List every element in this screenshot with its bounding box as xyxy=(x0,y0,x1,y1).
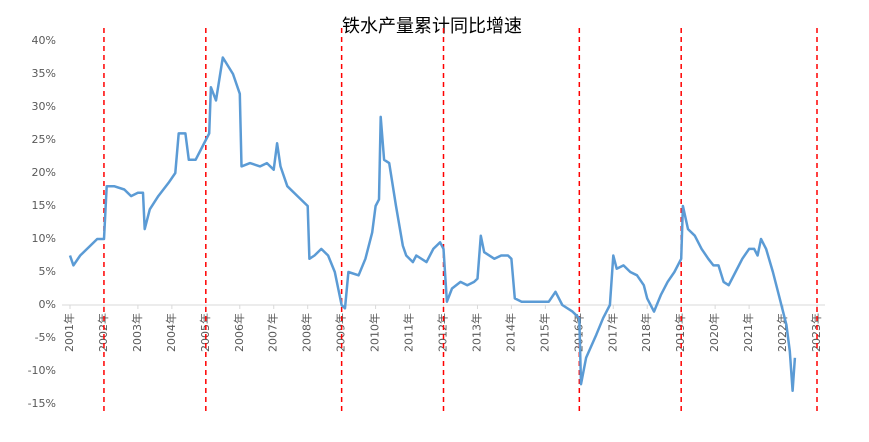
x-tick-label: 2013年 xyxy=(469,313,483,352)
x-tick-label: 2002年 xyxy=(96,313,110,352)
y-tick-label: 40% xyxy=(32,34,56,47)
line-series xyxy=(68,56,797,393)
y-tick-label: -15% xyxy=(28,397,56,410)
x-tick-label: 2012年 xyxy=(436,313,450,352)
x-tick-label: 2009年 xyxy=(334,313,348,352)
x-tick-label: 2020年 xyxy=(707,313,721,352)
y-tick-label: 25% xyxy=(32,133,56,146)
x-tick-label: 2007年 xyxy=(266,313,280,352)
x-tick-label: 2003年 xyxy=(130,313,144,352)
x-tick-label: 2016年 xyxy=(571,313,585,352)
x-tick-label: 2019年 xyxy=(673,313,687,352)
y-tick-label: -10% xyxy=(28,364,56,377)
y-tick-label: 35% xyxy=(32,67,56,80)
y-tick-label: 5% xyxy=(39,265,56,278)
x-tick-label: 2001年 xyxy=(62,313,76,352)
x-tick-label: 2006年 xyxy=(232,313,246,352)
x-tick-label: 2015年 xyxy=(537,313,551,352)
x-tick-label: 2005年 xyxy=(198,313,212,352)
x-tick-label: 2008年 xyxy=(300,313,314,352)
x-tick-label: 2023年 xyxy=(809,313,823,352)
x-tick-label: 2004年 xyxy=(164,313,178,352)
y-tick-label: 10% xyxy=(32,232,56,245)
x-tick-label: 2018年 xyxy=(639,313,653,352)
x-tick-label: 2021年 xyxy=(741,313,755,352)
x-tick-label: 2017年 xyxy=(605,313,619,352)
x-tick-label: 2010年 xyxy=(368,313,382,352)
y-tick-label: 30% xyxy=(32,100,56,113)
chart-title: 铁水产量累计同比增速 xyxy=(342,16,522,37)
x-tick-label: 2011年 xyxy=(402,313,416,352)
y-tick-label: 15% xyxy=(32,199,56,212)
x-tick-label: 2014年 xyxy=(503,313,517,352)
y-tick-label: 0% xyxy=(39,298,56,311)
y-tick-label: -5% xyxy=(35,331,56,344)
y-tick-label: 20% xyxy=(32,166,56,179)
